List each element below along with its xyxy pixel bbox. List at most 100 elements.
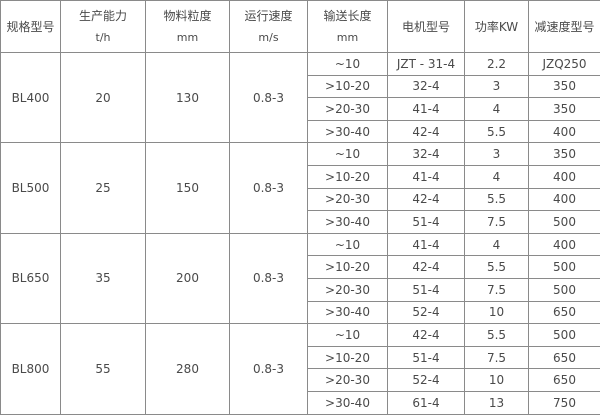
- power-cell: 10: [464, 300, 529, 325]
- table-row: >10-20 42-4 5.5 500: [1, 255, 600, 279]
- model-cell: BL800: [0, 323, 61, 415]
- capacity-cell: 25: [60, 142, 146, 234]
- column-header: 功率KW: [464, 0, 529, 53]
- motor-cell: 42-4: [387, 255, 465, 279]
- column-header-unit: t/h: [95, 30, 111, 44]
- model-cell: BL650: [0, 232, 61, 325]
- table-row: >30-40 52-4 10 650: [1, 300, 600, 325]
- column-header-label: 功率KW: [474, 19, 519, 34]
- reducer-cell: 650: [528, 368, 600, 392]
- reducer-cell: JZQ250: [528, 52, 600, 76]
- reducer-cell: 500: [528, 255, 600, 279]
- length-cell: >30-40: [307, 300, 388, 325]
- reducer-cell: 650: [528, 345, 600, 370]
- reducer-cell: 350: [528, 97, 600, 121]
- reducer-cell: 350: [528, 74, 600, 99]
- length-cell: >20-30: [307, 187, 388, 212]
- power-cell: 5.5: [464, 323, 529, 347]
- column-header: 减速度型号: [528, 0, 600, 53]
- reducer-cell: 500: [528, 323, 600, 347]
- reducer-cell: 400: [528, 119, 600, 144]
- table-row: BL800 55 280 0.8-3 ~10 42-4 5.5 500: [0, 323, 600, 415]
- power-cell: 5.5: [464, 255, 529, 279]
- column-header: 物料粒度 mm: [145, 0, 230, 53]
- table-row: >10-20 41-4 4 400: [1, 164, 600, 189]
- reducer-cell: 400: [528, 164, 600, 189]
- motor-cell: 32-4: [387, 74, 465, 99]
- column-header-label: 物料粒度: [163, 8, 212, 23]
- capacity-cell: 55: [60, 323, 146, 415]
- length-cell: >10-20: [307, 74, 388, 99]
- reducer-cell: 500: [528, 210, 600, 234]
- length-cell: ~10: [307, 142, 388, 166]
- model-cell: BL500: [0, 142, 61, 234]
- power-cell: 3: [464, 74, 529, 99]
- power-cell: 3: [464, 142, 529, 166]
- header-row: 规格型号 生产能力 t/h 物料粒度 mm 运行速度 m/s 输送长度 mm 电机型号 功率KW 减速…: [0, 0, 600, 53]
- power-cell: 2.2: [464, 52, 529, 76]
- length-cell: >30-40: [307, 119, 388, 144]
- table-row: BL400 20 130 0.8-3 ~10 JZT - 31-4 2.2 JZQ250: [0, 51, 600, 144]
- length-cell: ~10: [307, 232, 388, 257]
- length-cell: >30-40: [307, 210, 388, 234]
- column-header-label: 减速度型号: [534, 19, 595, 34]
- table-row: >20-30 42-4 5.5 400: [1, 187, 600, 212]
- model-cell: BL400: [0, 51, 61, 144]
- length-cell: ~10: [307, 52, 388, 76]
- table-row: BL500 25 150 0.8-3 ~10 32-4 3 350: [0, 142, 600, 234]
- column-header-unit: mm: [176, 30, 199, 44]
- motor-cell: 42-4: [387, 187, 465, 212]
- motor-cell: 51-4: [387, 345, 465, 370]
- length-cell: >10-20: [307, 345, 388, 370]
- table-row: >20-30 51-4 7.5 500: [1, 277, 600, 302]
- length-cell: >20-30: [307, 368, 388, 392]
- granularity-cell: 150: [145, 142, 230, 234]
- motor-cell: 41-4: [387, 164, 465, 189]
- column-header: 电机型号: [387, 0, 465, 53]
- length-cell: >20-30: [307, 97, 388, 121]
- reducer-cell: 400: [528, 187, 600, 212]
- motor-cell: 52-4: [387, 300, 465, 325]
- length-cell: >10-20: [307, 255, 388, 279]
- column-header: 输送长度 mm: [307, 0, 388, 53]
- column-header-label: 运行速度: [244, 8, 293, 23]
- granularity-cell: 200: [145, 232, 230, 325]
- power-cell: 7.5: [464, 277, 529, 302]
- speed-cell: 0.8-3: [229, 142, 308, 234]
- table-row: >30-40 61-4 13 750: [1, 390, 600, 415]
- power-cell: 13: [464, 390, 529, 415]
- length-cell: >10-20: [307, 164, 388, 189]
- power-cell: 4: [464, 232, 529, 257]
- motor-cell: 52-4: [387, 368, 465, 392]
- motor-cell: 41-4: [387, 97, 465, 121]
- column-header-label: 生产能力: [78, 8, 127, 23]
- power-cell: 10: [464, 368, 529, 392]
- granularity-cell: 280: [145, 323, 230, 415]
- reducer-cell: 750: [528, 390, 600, 415]
- table-row: BL650 35 200 0.8-3 ~10 41-4 4 400: [0, 232, 600, 325]
- length-cell: >20-30: [307, 277, 388, 302]
- table-row: >10-20 51-4 7.5 650: [1, 345, 600, 370]
- column-header: 运行速度 m/s: [229, 0, 308, 53]
- power-cell: 4: [464, 164, 529, 189]
- column-header-label: 电机型号: [401, 19, 450, 34]
- motor-cell: 32-4: [387, 142, 465, 166]
- motor-cell: JZT - 31-4: [387, 52, 465, 76]
- motor-cell: 61-4: [387, 390, 465, 415]
- speed-cell: 0.8-3: [229, 323, 308, 415]
- capacity-cell: 35: [60, 232, 146, 325]
- column-header: 生产能力 t/h: [60, 0, 146, 53]
- capacity-cell: 20: [60, 51, 146, 144]
- column-header-label: 规格型号: [6, 19, 55, 34]
- motor-cell: 42-4: [387, 323, 465, 347]
- power-cell: 4: [464, 97, 529, 121]
- column-header-unit: m/s: [258, 30, 279, 44]
- length-cell: >30-40: [307, 390, 388, 415]
- granularity-cell: 130: [145, 51, 230, 144]
- speed-cell: 0.8-3: [229, 232, 308, 325]
- speed-cell: 0.8-3: [229, 51, 308, 144]
- column-header-label: 输送长度: [323, 8, 372, 23]
- power-cell: 7.5: [464, 345, 529, 370]
- reducer-cell: 350: [528, 142, 600, 166]
